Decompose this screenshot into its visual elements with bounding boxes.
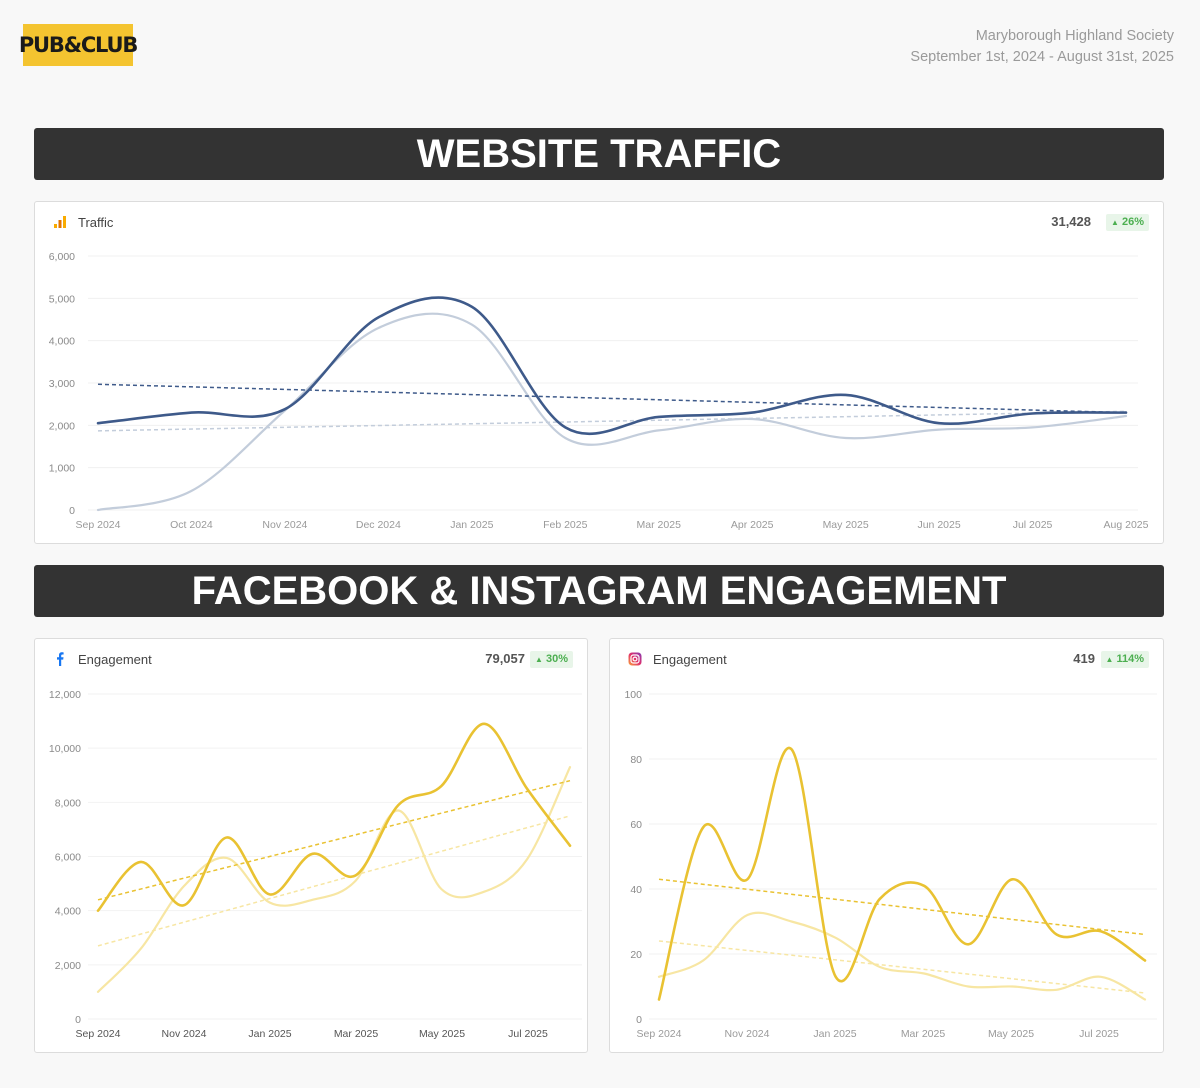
logo-text: PUB&CLUB [18, 33, 138, 57]
current-trend-line [97, 383, 1127, 414]
report-header: Maryborough Highland Society September 1… [910, 26, 1174, 68]
social-engagement-title: FACEBOOK & INSTAGRAM ENGAGEMENT [34, 565, 1164, 617]
instagram-chart: 0 20 40 60 80 100 Sep 2024 Nov 2024 Jan 2025 Mar … [624, 689, 1157, 1040]
y-tick-label: 4,000 [49, 336, 75, 348]
facebook-label: Engagement [78, 652, 152, 667]
x-tick-label: Dec 2024 [356, 519, 401, 531]
y-tick-label: 6,000 [55, 852, 81, 864]
facebook-change: 30% [545, 653, 568, 665]
x-tick-label: Nov 2024 [162, 1028, 207, 1040]
instagram-icon [628, 652, 642, 666]
current-series-line [96, 296, 1128, 436]
x-tick-label: Mar 2025 [334, 1028, 379, 1040]
traffic-total: 31,428 [1051, 214, 1091, 229]
previous-series-line [96, 312, 1128, 512]
x-tick-label: Jul 2025 [508, 1028, 548, 1040]
y-tick-label: 5,000 [49, 293, 75, 305]
y-tick-label: 8,000 [55, 797, 81, 809]
x-tick-label: Sep 2024 [76, 1028, 121, 1040]
y-tick-label: 60 [630, 819, 642, 831]
x-tick-label: Feb 2025 [543, 519, 588, 531]
y-tick-label: 100 [624, 689, 642, 701]
x-tick-label: Sep 2024 [637, 1028, 682, 1040]
current-trend-line [658, 878, 1146, 936]
current-trend-line [97, 779, 571, 901]
y-tick-label: 80 [630, 754, 642, 766]
up-arrow-icon: ▲ [535, 655, 543, 664]
website-traffic-title: WEBSITE TRAFFIC [34, 128, 1164, 180]
y-tick-label: 2,000 [55, 960, 81, 972]
traffic-change: 26% [1121, 216, 1144, 228]
facebook-card: Engagement 79,057 ▲ 30% 0 2,000 4,000 6,000 8… [34, 638, 588, 1053]
x-tick-label: Apr 2025 [731, 519, 774, 531]
x-tick-label: Jan 2025 [248, 1028, 291, 1040]
x-tick-label: Nov 2024 [725, 1028, 770, 1040]
y-tick-label: 1,000 [49, 463, 75, 475]
facebook-card-header: Engagement 79,057 ▲ 30% [35, 639, 587, 679]
pub-club-logo: PUB&CLUB [19, 24, 138, 66]
facebook-total: 79,057 [485, 651, 525, 666]
traffic-card-header: Traffic 31,428 ▲ 26% [35, 202, 1163, 242]
x-tick-label: Jan 2025 [450, 519, 493, 531]
x-tick-label: May 2025 [419, 1028, 465, 1040]
x-tick-label: Jul 2025 [1013, 519, 1053, 531]
y-tick-label: 4,000 [55, 906, 81, 918]
y-tick-label: 0 [69, 505, 75, 517]
y-tick-label: 10,000 [49, 743, 81, 755]
previous-trend-line [97, 815, 571, 947]
org-name: Maryborough Highland Society [975, 28, 1174, 44]
traffic-chart: 0 1,000 2,000 3,000 4,000 5,000 6,000 Sep 2024 O… [49, 251, 1149, 531]
previous-series-line [96, 766, 572, 993]
x-tick-label: Jun 2025 [917, 519, 960, 531]
up-arrow-icon: ▲ [1111, 218, 1119, 227]
previous-trend-line [658, 940, 1146, 994]
current-series-line [96, 722, 572, 912]
y-tick-label: 2,000 [49, 420, 75, 432]
traffic-label: Traffic [78, 215, 114, 230]
instagram-label: Engagement [653, 652, 727, 667]
x-tick-label: Nov 2024 [262, 519, 307, 531]
traffic-change-badge: ▲ 26% [1106, 214, 1149, 231]
date-range: September 1st, 2024 - August 31st, 2025 [910, 49, 1174, 65]
up-arrow-icon: ▲ [1105, 655, 1114, 664]
x-tick-label: Jul 2025 [1079, 1028, 1119, 1040]
instagram-card-header: Engagement 419 ▲ 114% [610, 639, 1163, 679]
previous-trend-line [97, 410, 1127, 432]
x-tick-label: Mar 2025 [901, 1028, 946, 1040]
x-tick-label: Mar 2025 [637, 519, 682, 531]
facebook-change-badge: ▲ 30% [530, 651, 573, 668]
instagram-card: Engagement 419 ▲ 114% 0 20 40 60 80 100 Sep 202… [609, 638, 1164, 1053]
current-series-line [657, 746, 1147, 1001]
analytics-bar-icon [54, 216, 66, 228]
traffic-card: Traffic 31,428 ▲ 26% 0 1,000 2,000 3,000 4,00… [34, 201, 1164, 544]
y-tick-label: 0 [75, 1014, 81, 1026]
y-tick-label: 12,000 [49, 689, 81, 701]
x-tick-label: May 2025 [823, 519, 869, 531]
facebook-chart: 0 2,000 4,000 6,000 8,000 10,000 12,000 Sep 202… [49, 689, 582, 1040]
y-tick-label: 6,000 [49, 251, 75, 263]
x-tick-label: May 2025 [988, 1028, 1034, 1040]
y-tick-label: 20 [630, 949, 642, 961]
y-tick-label: 3,000 [49, 378, 75, 390]
x-tick-label: Jan 2025 [813, 1028, 856, 1040]
instagram-change: 114% [1116, 653, 1144, 665]
x-tick-label: Sep 2024 [76, 519, 121, 531]
instagram-change-badge: ▲ 114% [1100, 651, 1149, 668]
previous-series-line [657, 911, 1147, 1001]
y-tick-label: 0 [636, 1014, 642, 1026]
x-tick-label: Oct 2024 [170, 519, 213, 531]
x-tick-label: Aug 2025 [1104, 519, 1149, 531]
y-tick-label: 40 [630, 884, 642, 896]
instagram-total: 419 [1073, 651, 1095, 666]
facebook-icon [57, 652, 64, 666]
